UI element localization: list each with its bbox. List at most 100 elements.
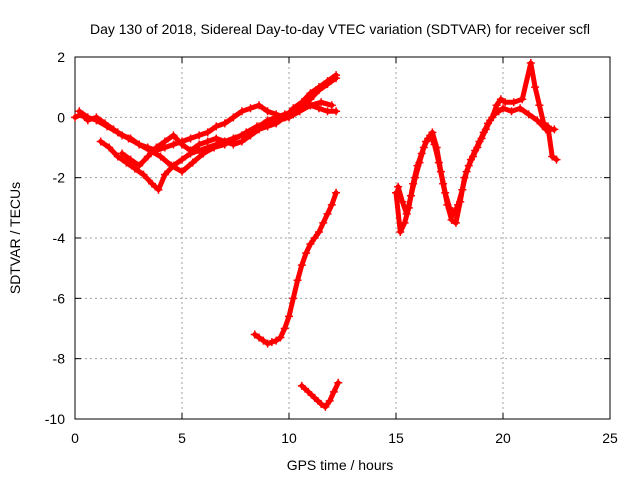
data-point <box>285 312 293 321</box>
y-tick-label: -10 <box>45 411 65 427</box>
data-point <box>445 203 454 212</box>
series-track-f <box>297 378 343 411</box>
data-point <box>323 80 332 89</box>
data-point <box>255 101 264 110</box>
data-point <box>306 240 315 249</box>
data-point <box>160 170 169 179</box>
data-point <box>139 170 148 179</box>
data-point <box>135 161 144 170</box>
data-point <box>447 215 456 224</box>
data-point <box>289 110 298 119</box>
data-point <box>402 209 411 218</box>
data-point <box>276 333 285 342</box>
data-point <box>516 104 525 113</box>
data-point <box>475 137 484 146</box>
data-point <box>543 122 552 131</box>
data-point <box>255 125 264 134</box>
data-point <box>306 95 315 104</box>
data-point <box>71 113 79 122</box>
data-point <box>259 336 268 345</box>
data-point <box>550 125 559 134</box>
data-point <box>319 218 328 227</box>
data-point <box>203 128 212 137</box>
data-point <box>535 101 544 110</box>
data-point <box>195 140 204 149</box>
data-point <box>314 104 323 113</box>
data-point <box>280 324 289 333</box>
data-point <box>83 113 92 122</box>
data-point <box>124 134 133 143</box>
x-tick-label: 5 <box>178 430 186 446</box>
data-point <box>122 158 131 167</box>
data-point <box>178 155 186 164</box>
data-point <box>398 197 407 206</box>
data-point <box>152 143 161 152</box>
data-point <box>118 149 127 158</box>
data-point <box>548 152 557 161</box>
data-point <box>484 119 493 128</box>
data-point <box>451 218 460 227</box>
data-point <box>186 134 195 143</box>
data-point <box>332 188 341 197</box>
data-point <box>272 336 281 345</box>
series-trace <box>395 60 559 217</box>
data-point <box>466 155 475 164</box>
data-point <box>195 131 204 140</box>
y-tick-label: -6 <box>53 290 66 306</box>
data-point <box>229 140 238 149</box>
data-point <box>289 294 298 303</box>
data-point <box>332 74 341 83</box>
data-point <box>396 227 405 236</box>
data-point <box>314 227 323 236</box>
data-point <box>280 113 289 122</box>
data-point <box>263 339 272 348</box>
data-point <box>169 140 178 149</box>
data-point <box>334 378 343 387</box>
data-point <box>212 122 221 131</box>
data-point <box>441 188 450 197</box>
data-point <box>424 134 433 143</box>
data-point <box>297 381 306 390</box>
data-point <box>267 338 276 347</box>
data-point <box>428 128 437 137</box>
x-tick-label: 10 <box>281 430 297 446</box>
data-point <box>272 119 281 128</box>
data-point <box>92 116 101 125</box>
data-point <box>310 393 319 402</box>
data-point <box>394 182 403 191</box>
data-point <box>499 104 507 113</box>
data-point <box>454 200 463 209</box>
data-point <box>314 86 323 95</box>
data-point <box>250 330 259 339</box>
x-tick-label: 25 <box>602 430 618 446</box>
data-point <box>436 167 445 176</box>
data-point <box>449 209 458 218</box>
data-point <box>113 152 122 161</box>
data-point <box>488 113 497 122</box>
data-point <box>148 179 157 188</box>
data-point <box>203 137 212 146</box>
data-point <box>246 104 255 113</box>
grid-lines <box>75 57 610 419</box>
series-track-h <box>394 59 561 218</box>
data-point <box>317 399 326 408</box>
data-point <box>327 101 336 110</box>
data-point <box>297 104 306 113</box>
data-point <box>310 234 319 242</box>
data-point <box>507 107 516 116</box>
y-tick-label: -8 <box>53 351 66 367</box>
data-point <box>130 164 139 173</box>
data-point <box>135 140 144 149</box>
data-point <box>154 185 163 194</box>
series-trace <box>252 190 339 347</box>
data-point <box>518 95 527 104</box>
data-point <box>178 140 186 149</box>
y-tick-label: 0 <box>57 109 65 125</box>
data-point <box>263 122 272 131</box>
data-point <box>169 161 178 170</box>
data-point <box>156 152 165 161</box>
data-point <box>462 167 471 176</box>
data-point <box>186 146 195 155</box>
data-point <box>332 107 341 116</box>
